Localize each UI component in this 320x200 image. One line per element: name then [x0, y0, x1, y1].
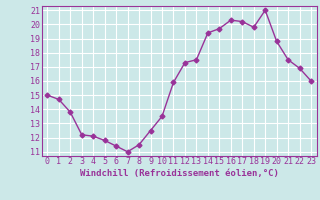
X-axis label: Windchill (Refroidissement éolien,°C): Windchill (Refroidissement éolien,°C): [80, 169, 279, 178]
